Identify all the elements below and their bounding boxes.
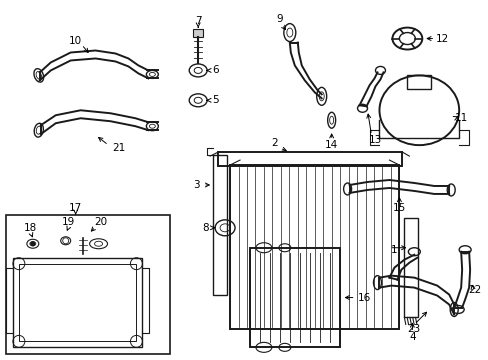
Text: 18: 18 xyxy=(24,223,38,233)
Bar xyxy=(193,28,203,37)
Bar xyxy=(19,264,136,341)
Bar xyxy=(218,152,402,166)
Text: 13: 13 xyxy=(368,135,381,145)
Text: 1: 1 xyxy=(390,245,397,255)
Bar xyxy=(229,165,399,329)
Text: 4: 4 xyxy=(408,332,415,342)
Text: 11: 11 xyxy=(454,113,467,123)
Text: 14: 14 xyxy=(325,140,338,150)
Text: 15: 15 xyxy=(392,203,405,213)
Bar xyxy=(404,218,417,318)
Text: 20: 20 xyxy=(94,217,107,227)
Text: 5: 5 xyxy=(211,95,218,105)
Text: 3: 3 xyxy=(192,180,199,190)
Text: 12: 12 xyxy=(435,33,448,44)
Text: 23: 23 xyxy=(407,324,420,334)
Text: 22: 22 xyxy=(468,284,481,294)
Text: 2: 2 xyxy=(271,138,278,148)
Text: 21: 21 xyxy=(112,143,125,153)
Text: 16: 16 xyxy=(357,293,370,302)
Text: 7: 7 xyxy=(195,15,201,26)
Text: 17: 17 xyxy=(69,203,82,213)
Text: 10: 10 xyxy=(69,36,82,46)
Bar xyxy=(213,155,226,294)
Text: 8: 8 xyxy=(202,223,208,233)
Text: 6: 6 xyxy=(211,66,218,76)
Bar xyxy=(13,258,142,347)
Bar xyxy=(407,75,430,89)
Text: 9: 9 xyxy=(276,14,283,24)
Circle shape xyxy=(31,242,35,246)
Text: 19: 19 xyxy=(62,217,75,227)
Bar xyxy=(6,215,170,354)
Bar xyxy=(249,248,339,347)
